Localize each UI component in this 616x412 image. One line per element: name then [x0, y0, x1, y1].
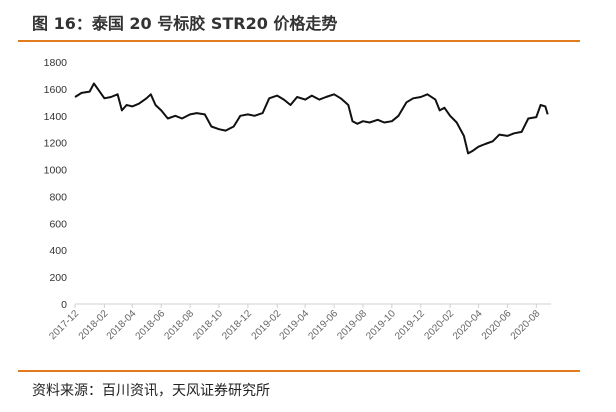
- source-note: 资料来源：百川资讯，天风证券研究所: [32, 383, 270, 399]
- x-tick-label: 2020-04: [451, 308, 485, 342]
- x-tick-label: 2019-04: [278, 308, 312, 342]
- x-tick-label: 2019-10: [364, 308, 398, 342]
- y-tick-label: 1800: [44, 57, 68, 69]
- y-tick-label: 1000: [44, 165, 68, 177]
- x-tick-label: 2018-04: [105, 308, 139, 342]
- y-tick-label: 400: [49, 245, 67, 257]
- y-tick-label: 1400: [44, 111, 68, 123]
- series-line: [74, 82, 549, 155]
- source-rule: [18, 370, 580, 372]
- x-axis-ticks: 2017-122018-022018-042018-062018-082018-…: [47, 304, 543, 342]
- x-tick-label: 2019-02: [250, 308, 284, 342]
- title-rule: [18, 40, 580, 42]
- x-tick-label: 2018-10: [191, 308, 225, 342]
- y-tick-label: 200: [49, 272, 67, 284]
- y-axis-ticks: 0 200 400 600 800 1000 1200 1400 1600 1800: [44, 57, 68, 311]
- x-tick-label: 2018-08: [162, 308, 196, 342]
- y-tick-label: 800: [49, 191, 67, 203]
- x-tick-label: 2019-12: [393, 308, 427, 342]
- x-tick-label: 2018-06: [134, 308, 168, 342]
- chart-title: 图 16：泰国 20 号标胶 STR20 价格走势: [32, 14, 338, 33]
- y-tick-label: 600: [49, 218, 67, 230]
- x-tick-label: 2020-08: [509, 308, 543, 342]
- x-tick-label: 2018-02: [77, 308, 111, 342]
- y-tick-label: 1600: [44, 84, 68, 96]
- x-tick-label: 2019-08: [335, 308, 369, 342]
- x-tick-label: 2020-02: [423, 308, 457, 342]
- x-tick-label: 2019-06: [306, 308, 340, 342]
- x-tick-label: 2018-12: [220, 308, 254, 342]
- x-tick-label: 2017-12: [47, 308, 81, 342]
- y-tick-label: 0: [61, 299, 67, 311]
- y-tick-label: 1200: [44, 138, 68, 150]
- x-tick-label: 2020-06: [480, 308, 514, 342]
